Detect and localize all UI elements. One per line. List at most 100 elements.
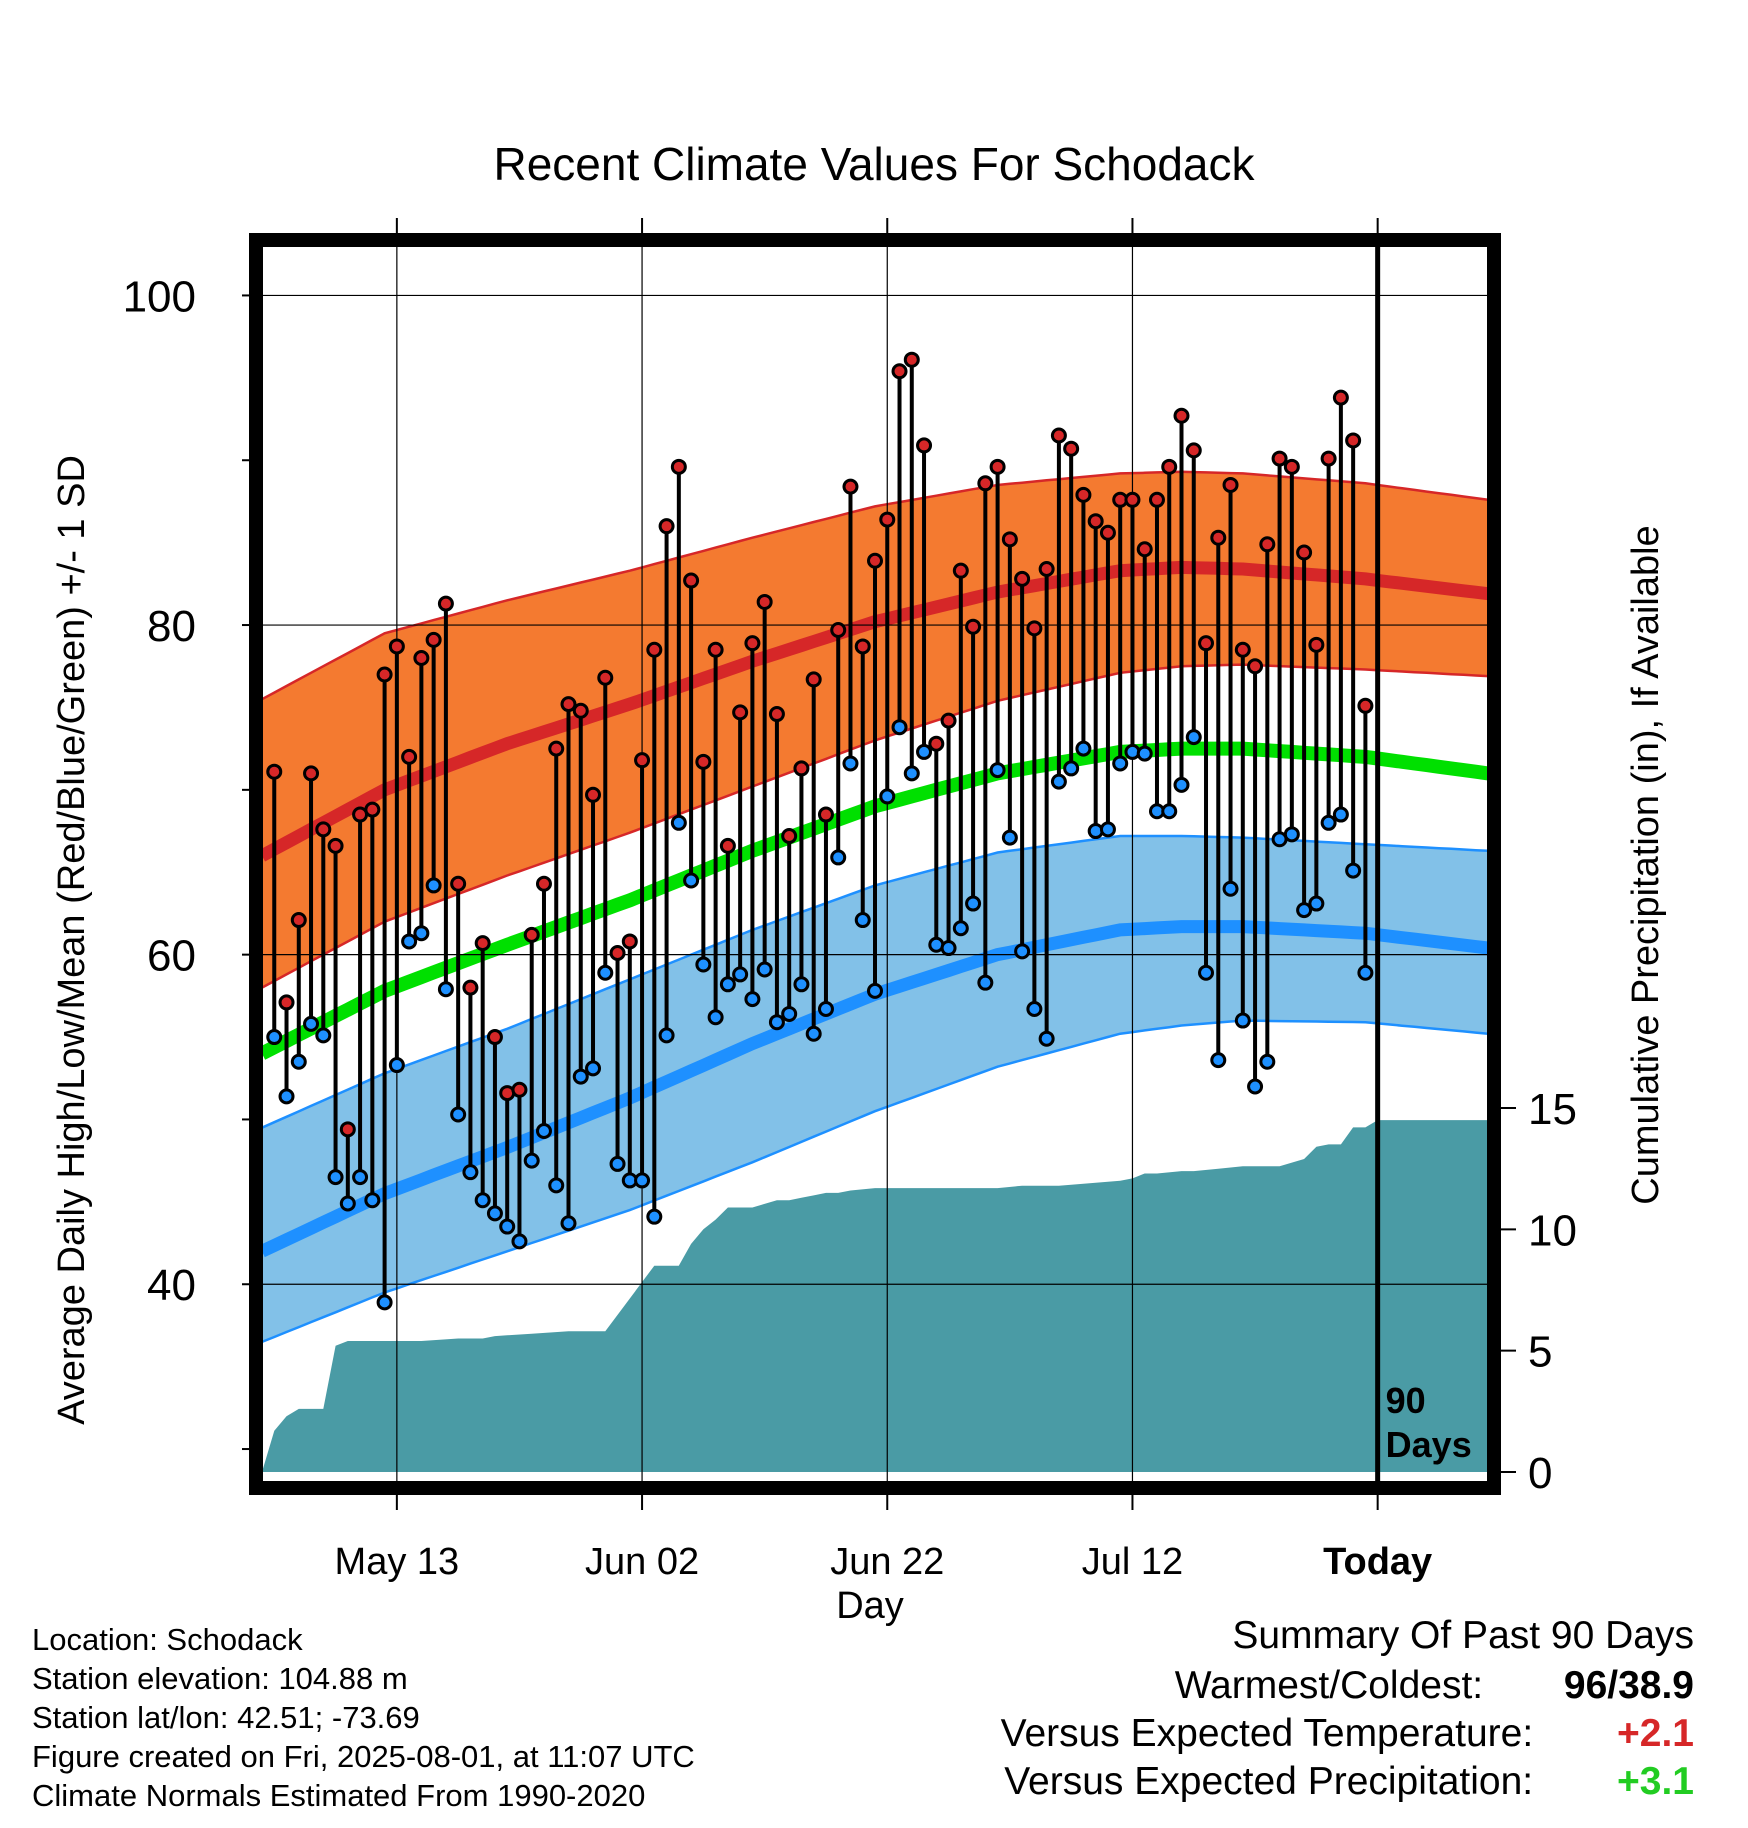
daily-high-point bbox=[1001, 531, 1018, 548]
daily-high-point bbox=[756, 593, 773, 610]
daily-low-point bbox=[1296, 902, 1313, 919]
daily-high-point bbox=[842, 478, 859, 495]
daily-high-point bbox=[646, 641, 663, 658]
daily-high-point bbox=[965, 618, 982, 635]
daily-low-point bbox=[339, 1195, 356, 1212]
daily-high-point bbox=[1185, 442, 1202, 459]
daily-high-point bbox=[278, 994, 295, 1011]
daily-high-point bbox=[781, 827, 798, 844]
daily-low-point bbox=[1283, 826, 1300, 843]
daily-low-point bbox=[634, 1172, 651, 1189]
daily-high-point bbox=[1320, 450, 1337, 467]
daily-low-point bbox=[1210, 1052, 1227, 1069]
location-text: Location: Schodack bbox=[32, 1622, 303, 1657]
y2-axis-label: Cumulative Precipitation (in), If Availa… bbox=[1625, 525, 1667, 1204]
daily-low-point bbox=[609, 1155, 626, 1172]
y-axis-label: Average Daily High/Low/Mean (Red/Blue/Gr… bbox=[51, 455, 93, 1425]
daily-high-point bbox=[425, 631, 442, 648]
daily-low-point bbox=[842, 755, 859, 772]
daily-high-point bbox=[916, 437, 933, 454]
daily-low-point bbox=[940, 940, 957, 957]
daily-low-point bbox=[303, 1015, 320, 1032]
temp-anomaly-row: Versus Expected Temperature: +2.1 bbox=[1001, 1712, 1694, 1756]
daily-high-point bbox=[744, 635, 761, 652]
precip-anomaly-value: +3.1 bbox=[1617, 1760, 1694, 1803]
daily-high-point bbox=[290, 912, 307, 929]
daily-high-point bbox=[1136, 541, 1153, 558]
daily-low-point bbox=[437, 981, 454, 998]
daily-low-point bbox=[719, 976, 736, 993]
daily-high-point bbox=[450, 875, 467, 892]
daily-high-point bbox=[1259, 536, 1276, 553]
x-tick-label: Jun 02 bbox=[585, 1541, 699, 1583]
daily-low-point bbox=[413, 925, 430, 942]
daily-high-point bbox=[793, 760, 810, 777]
daily-high-point bbox=[1198, 635, 1215, 652]
x-axis-label: Day bbox=[836, 1585, 904, 1627]
daily-low-point bbox=[1038, 1030, 1055, 1047]
daily-high-point bbox=[1210, 529, 1227, 546]
daily-low-point bbox=[450, 1106, 467, 1123]
daily-low-point bbox=[977, 974, 994, 991]
daily-low-point bbox=[315, 1027, 332, 1044]
daily-high-point bbox=[1308, 636, 1325, 653]
daily-high-point bbox=[695, 753, 712, 770]
daily-low-point bbox=[1247, 1078, 1264, 1095]
daily-high-point bbox=[891, 363, 908, 380]
daily-high-point bbox=[1357, 697, 1374, 714]
daily-low-point bbox=[879, 788, 896, 805]
daily-low-point bbox=[707, 1009, 724, 1026]
daily-high-point bbox=[1345, 432, 1362, 449]
daily-high-point bbox=[1161, 458, 1178, 475]
daily-low-point bbox=[585, 1060, 602, 1077]
daily-high-point bbox=[940, 712, 957, 729]
daily-high-point bbox=[1332, 389, 1349, 406]
daily-high-point bbox=[1173, 407, 1190, 424]
daily-high-point bbox=[315, 821, 332, 838]
daily-low-point bbox=[474, 1192, 491, 1209]
daily-high-point bbox=[1271, 450, 1288, 467]
daily-high-point bbox=[867, 552, 883, 569]
y-tick-label: 100 bbox=[123, 272, 196, 321]
daily-high-point bbox=[474, 935, 491, 952]
daily-low-point bbox=[462, 1164, 479, 1181]
daily-high-point bbox=[928, 735, 945, 752]
daily-low-point bbox=[511, 1233, 528, 1250]
daily-high-point bbox=[879, 511, 896, 528]
y2-tick-label: 0 bbox=[1528, 1449, 1552, 1498]
daily-high-point bbox=[1050, 427, 1067, 444]
daily-low-point bbox=[830, 849, 847, 866]
daily-low-point bbox=[597, 964, 614, 981]
daily-low-point bbox=[793, 976, 810, 993]
daily-high-point bbox=[658, 518, 675, 535]
daily-high-point bbox=[462, 979, 479, 996]
daily-low-point bbox=[1026, 1001, 1043, 1018]
daily-high-point bbox=[376, 666, 393, 683]
daily-high-point bbox=[609, 944, 626, 961]
high-band-upper-edge bbox=[261, 470, 1489, 701]
daily-low-point bbox=[1014, 943, 1031, 960]
daily-high-point bbox=[768, 706, 785, 723]
daily-low-point bbox=[989, 762, 1006, 779]
precip-anomaly-row: Versus Expected Precipitation: +3.1 bbox=[1004, 1760, 1694, 1804]
daily-low-point bbox=[768, 1014, 785, 1031]
daily-low-point bbox=[535, 1122, 552, 1139]
daily-low-point bbox=[1345, 862, 1362, 879]
daily-low-point bbox=[499, 1218, 516, 1235]
daily-low-point bbox=[1185, 729, 1202, 746]
daily-high-point bbox=[413, 650, 430, 666]
daily-low-point bbox=[1332, 806, 1349, 823]
daily-high-point bbox=[977, 475, 994, 492]
y2-tick-label: 15 bbox=[1528, 1085, 1577, 1134]
y-tick-label: 60 bbox=[147, 932, 196, 981]
daily-low-point bbox=[817, 1001, 834, 1018]
daily-high-point bbox=[585, 786, 602, 803]
daily-high-point bbox=[732, 704, 749, 721]
daily-low-point bbox=[805, 1025, 822, 1042]
daily-low-point bbox=[1357, 964, 1374, 981]
daily-high-point bbox=[266, 763, 283, 780]
annotation-line-2: Days bbox=[1386, 1424, 1472, 1465]
daily-high-point bbox=[707, 641, 724, 658]
daily-high-point bbox=[388, 638, 405, 655]
